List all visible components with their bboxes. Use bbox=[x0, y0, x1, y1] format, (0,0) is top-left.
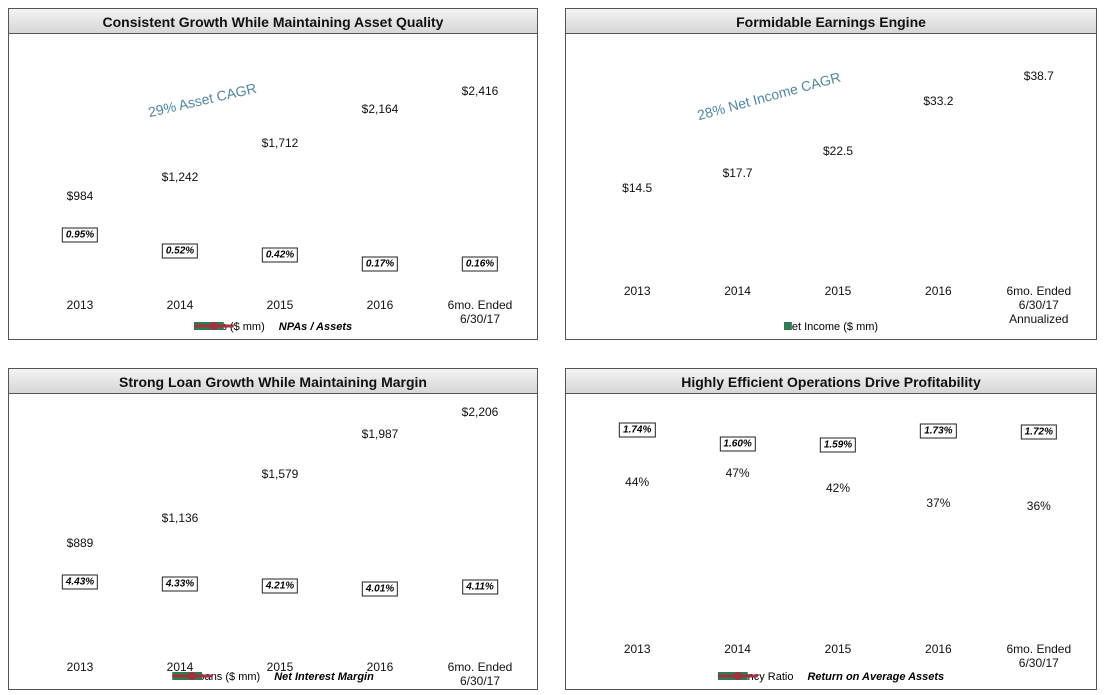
swatch-dot bbox=[209, 322, 218, 330]
chart-title: Highly Efficient Operations Drive Profit… bbox=[565, 368, 1097, 394]
x-tick-label: 6mo. Ended 6/30/17 bbox=[447, 298, 513, 326]
x-tick-label: 2016 bbox=[366, 660, 394, 674]
swatch bbox=[783, 322, 792, 330]
x-tick-label: 6mo. Ended 6/30/17 Annualized bbox=[1006, 284, 1072, 326]
x-tick-label: 2013 bbox=[623, 642, 651, 656]
x-tick-label: 2016 bbox=[925, 642, 952, 656]
bar-value-label: $1,712 bbox=[261, 135, 299, 150]
panel bbox=[8, 368, 538, 690]
legend-swatch bbox=[193, 322, 234, 330]
panel bbox=[565, 8, 1097, 340]
legend-label: Return on Average Assets bbox=[807, 671, 945, 683]
bar-value-label: $17.7 bbox=[722, 166, 753, 181]
bar-value-label: $984 bbox=[66, 189, 94, 204]
line-value-label: 1.72% bbox=[1020, 424, 1057, 440]
bar-value-label: $14.5 bbox=[622, 180, 653, 195]
x-tick-label: 2015 bbox=[266, 298, 294, 312]
x-tick-label: 2014 bbox=[724, 284, 751, 298]
bar-value-label: 47% bbox=[725, 466, 750, 481]
bar-value-label: 44% bbox=[625, 475, 650, 490]
chart-title: Strong Loan Growth While Maintaining Mar… bbox=[8, 368, 538, 394]
x-tick-label: 2015 bbox=[824, 284, 852, 298]
bar-value-label: $38.7 bbox=[1023, 69, 1054, 83]
legend-swatch bbox=[783, 322, 792, 330]
line-value-label: 0.52% bbox=[161, 243, 199, 259]
bar-value-label: 37% bbox=[926, 496, 951, 510]
legend-item: Return on Average Assets bbox=[717, 671, 945, 683]
x-tick-label: 6mo. Ended 6/30/17 bbox=[447, 660, 513, 688]
line-value-label: 4.21% bbox=[261, 578, 299, 594]
chart-title: Formidable Earnings Engine bbox=[565, 8, 1097, 34]
bar-value-label: $33.2 bbox=[923, 94, 954, 109]
bar-value-label: $1,136 bbox=[161, 511, 199, 526]
line-value-label: 1.60% bbox=[719, 436, 756, 452]
bar-value-label: $2,164 bbox=[361, 102, 399, 117]
bar-value-label: 36% bbox=[1026, 498, 1051, 513]
line-value-label: 0.42% bbox=[261, 247, 299, 262]
chart-title: Consistent Growth While Maintaining Asse… bbox=[8, 8, 538, 34]
legend: Net Income ($ mm) bbox=[783, 321, 879, 333]
bar-value-label: $2,416 bbox=[461, 83, 499, 98]
bar-value-label: $22.5 bbox=[822, 143, 854, 158]
bar-value-label: $1,987 bbox=[361, 426, 399, 441]
legend: Assets ($ mm)NPAs / Assets bbox=[193, 321, 353, 333]
line-value-label: 4.43% bbox=[61, 574, 99, 590]
legend-item: NPAs / Assets bbox=[193, 321, 353, 333]
x-tick-label: 2015 bbox=[824, 642, 852, 656]
x-tick-label: 2016 bbox=[366, 298, 394, 312]
bar-value-label: 42% bbox=[825, 481, 851, 496]
line-value-label: 1.59% bbox=[819, 437, 857, 453]
bar-value-label: $2,206 bbox=[461, 405, 499, 420]
legend-item: Net Income ($ mm) bbox=[783, 321, 879, 333]
line-value-label: 1.74% bbox=[619, 422, 656, 438]
legend-swatch bbox=[172, 672, 213, 680]
x-tick-label: 2014 bbox=[166, 298, 194, 312]
x-tick-label: 2016 bbox=[925, 284, 952, 298]
legend-swatch bbox=[717, 672, 758, 680]
x-tick-label: 6mo. Ended 6/30/17 bbox=[1006, 642, 1072, 670]
legend-label: Net Interest Margin bbox=[274, 671, 374, 683]
x-tick-label: 2014 bbox=[724, 642, 751, 656]
bar-value-label: $1,242 bbox=[161, 170, 199, 185]
line-value-label: 4.11% bbox=[462, 579, 498, 595]
legend-label: Net Income ($ mm) bbox=[783, 321, 879, 333]
bar-value-label: $1,579 bbox=[261, 467, 299, 482]
line-value-label: 0.95% bbox=[61, 227, 99, 243]
legend-item: Net Interest Margin bbox=[172, 671, 374, 683]
x-tick-label: 2013 bbox=[66, 660, 94, 674]
line-value-label: 4.01% bbox=[361, 581, 399, 597]
bar-value-label: $889 bbox=[66, 535, 94, 550]
line-value-label: 0.17% bbox=[361, 256, 399, 272]
x-tick-label: 2013 bbox=[623, 284, 651, 298]
line-value-label: 1.73% bbox=[920, 423, 957, 439]
x-tick-label: 2013 bbox=[66, 298, 94, 312]
x-tick-label: 2015 bbox=[266, 660, 294, 674]
x-tick-label: 2014 bbox=[166, 660, 194, 674]
swatch-dot bbox=[733, 672, 742, 680]
legend: Net Loans ($ mm) Net Interest Margin bbox=[172, 671, 374, 683]
line-value-label: 0.16% bbox=[461, 256, 499, 272]
swatch-dot bbox=[188, 672, 197, 680]
panel bbox=[8, 8, 538, 340]
line-value-label: 4.33% bbox=[161, 576, 199, 592]
legend-label: NPAs / Assets bbox=[278, 321, 353, 333]
